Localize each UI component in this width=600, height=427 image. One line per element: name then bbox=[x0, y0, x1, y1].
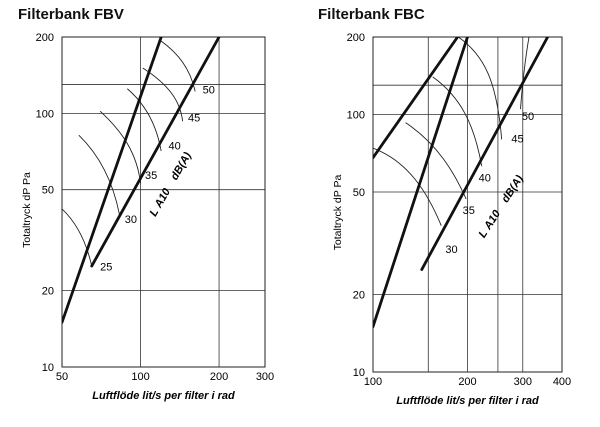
boundary-line-2 bbox=[420, 37, 550, 271]
sound-curve-50 bbox=[159, 39, 196, 92]
sound-curve-35 bbox=[99, 110, 141, 184]
x-tick-200: 200 bbox=[210, 371, 228, 383]
sound-curve-40 bbox=[432, 76, 483, 167]
sound-curve-30 bbox=[373, 147, 442, 226]
y-tick-200: 200 bbox=[347, 32, 365, 44]
sound-curve-45 bbox=[458, 37, 503, 140]
y-tick-20: 20 bbox=[353, 289, 365, 301]
y-tick-100: 100 bbox=[347, 110, 365, 122]
x-axis-label: Luftflöde lit/s per filter i rad bbox=[92, 390, 235, 402]
boundary-line-1 bbox=[373, 37, 460, 160]
x-tick-50: 50 bbox=[56, 371, 68, 383]
y-tick-50: 50 bbox=[42, 185, 54, 197]
boundary-line-1 bbox=[90, 37, 221, 268]
x-tick-100: 100 bbox=[364, 376, 382, 388]
chart-title-fbv: Filterbank FBV bbox=[18, 6, 124, 23]
y-tick-10: 10 bbox=[42, 362, 54, 374]
x-tick-200: 200 bbox=[458, 376, 476, 388]
curve-label-30: 30 bbox=[445, 244, 457, 256]
boundary-line-0 bbox=[62, 37, 163, 324]
curve-label-45: 45 bbox=[511, 133, 523, 145]
lwa-label-unit: dB(A) bbox=[169, 150, 195, 182]
y-tick-100: 100 bbox=[36, 108, 54, 120]
curve-label-50: 50 bbox=[203, 84, 215, 96]
y-tick-20: 20 bbox=[42, 286, 54, 298]
curve-label-40: 40 bbox=[168, 141, 180, 153]
y-axis-label: Totaltryck dP Pa bbox=[332, 175, 344, 251]
sound-curve-25 bbox=[62, 208, 93, 267]
y-tick-10: 10 bbox=[353, 367, 365, 379]
sound-curve-50 bbox=[520, 37, 530, 110]
y-axis-label: Totaltryck dP Pa bbox=[21, 172, 33, 248]
curve-label-40: 40 bbox=[479, 172, 491, 184]
sound-curve-35 bbox=[405, 122, 467, 200]
curve-label-50: 50 bbox=[522, 111, 534, 123]
curve-label-35: 35 bbox=[145, 170, 157, 182]
curve-label-35: 35 bbox=[463, 205, 475, 217]
boundary-line-0 bbox=[373, 37, 469, 329]
curve-label-25: 25 bbox=[100, 262, 112, 274]
x-axis-label: Luftflöde lit/s per filter i rad bbox=[396, 395, 539, 407]
curve-label-30: 30 bbox=[125, 214, 137, 226]
lwa-label-unit: dB(A) bbox=[499, 173, 526, 205]
x-tick-300: 300 bbox=[514, 376, 532, 388]
chart-title-fbc: Filterbank FBC bbox=[318, 6, 425, 23]
lwa-label-sub: A10 bbox=[482, 208, 504, 233]
sound-curve-30 bbox=[78, 134, 120, 215]
y-tick-200: 200 bbox=[36, 32, 54, 44]
x-tick-400: 400 bbox=[553, 376, 571, 388]
x-tick-300: 300 bbox=[256, 371, 274, 383]
x-tick-100: 100 bbox=[131, 371, 149, 383]
curve-label-45: 45 bbox=[188, 112, 200, 124]
y-tick-50: 50 bbox=[353, 187, 365, 199]
plot-frame bbox=[61, 36, 266, 368]
